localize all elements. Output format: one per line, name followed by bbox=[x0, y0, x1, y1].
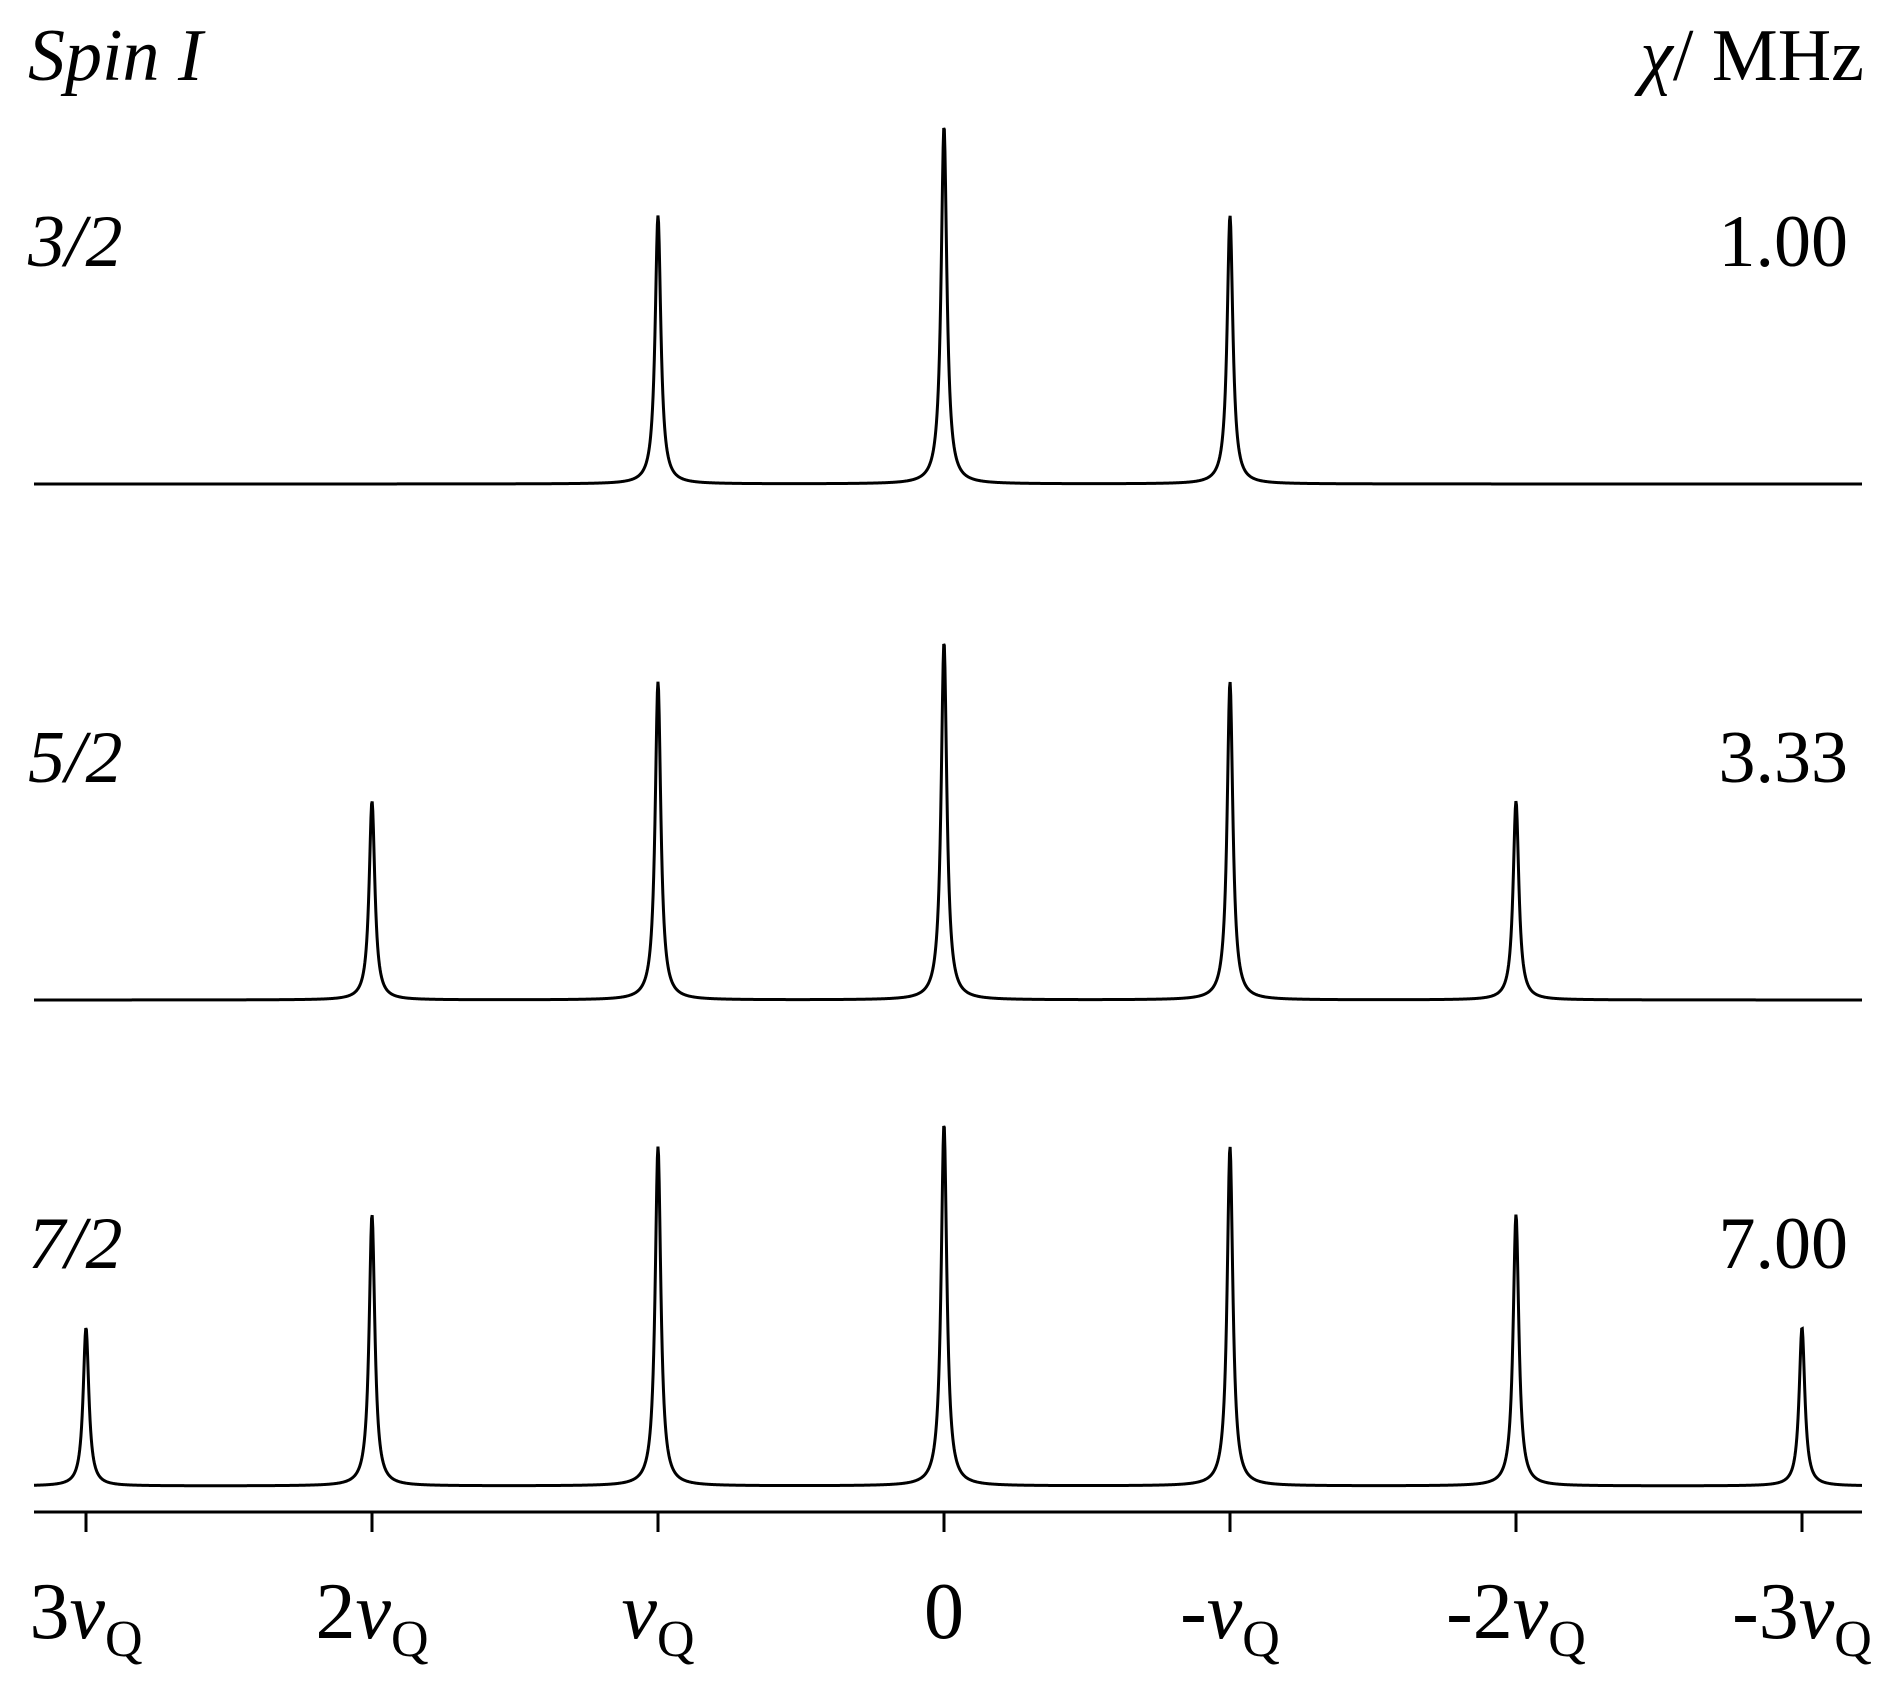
chi-unit: / MHz bbox=[1673, 15, 1864, 97]
x-tick-label: 2νQ bbox=[315, 1568, 428, 1668]
spin-value-label: 3/2 bbox=[27, 201, 123, 283]
spectrum-line bbox=[34, 127, 1862, 486]
chi-symbol: χ bbox=[1634, 15, 1675, 97]
spin-value-label: 7/2 bbox=[28, 1203, 123, 1285]
spectrum-traces: 3/2 1.00 5/2 3.33 7/2 7.00 bbox=[27, 127, 1863, 1488]
x-axis: 3νQ 2νQ νQ 0 -νQ -2νQ -3νQ bbox=[29, 1510, 1872, 1668]
spectrum-row-5-2: 5/2 3.33 bbox=[28, 643, 1862, 1002]
spin-header-label: Spin I bbox=[28, 15, 206, 97]
x-tick-label: 3νQ bbox=[29, 1568, 142, 1668]
chi-value-label: 1.00 bbox=[1719, 201, 1849, 283]
spectrum-row-3-2: 3/2 1.00 bbox=[27, 127, 1862, 486]
x-tick-label: -3νQ bbox=[1732, 1568, 1872, 1668]
spectrum-line bbox=[33, 1125, 1863, 1488]
x-tick-label: -2νQ bbox=[1446, 1568, 1586, 1668]
spectrum-row-7-2: 7/2 7.00 bbox=[28, 1125, 1863, 1488]
x-tick-label: 0 bbox=[924, 1568, 964, 1656]
x-tick-label: -νQ bbox=[1180, 1568, 1280, 1668]
chi-value-label: 3.33 bbox=[1719, 717, 1849, 799]
chi-header-label: χ/ MHz bbox=[1634, 15, 1864, 97]
x-tick-label: νQ bbox=[621, 1568, 694, 1668]
spectrum-line bbox=[34, 643, 1862, 1002]
chi-value-label: 7.00 bbox=[1719, 1203, 1849, 1285]
spin-value-label: 5/2 bbox=[28, 717, 123, 799]
